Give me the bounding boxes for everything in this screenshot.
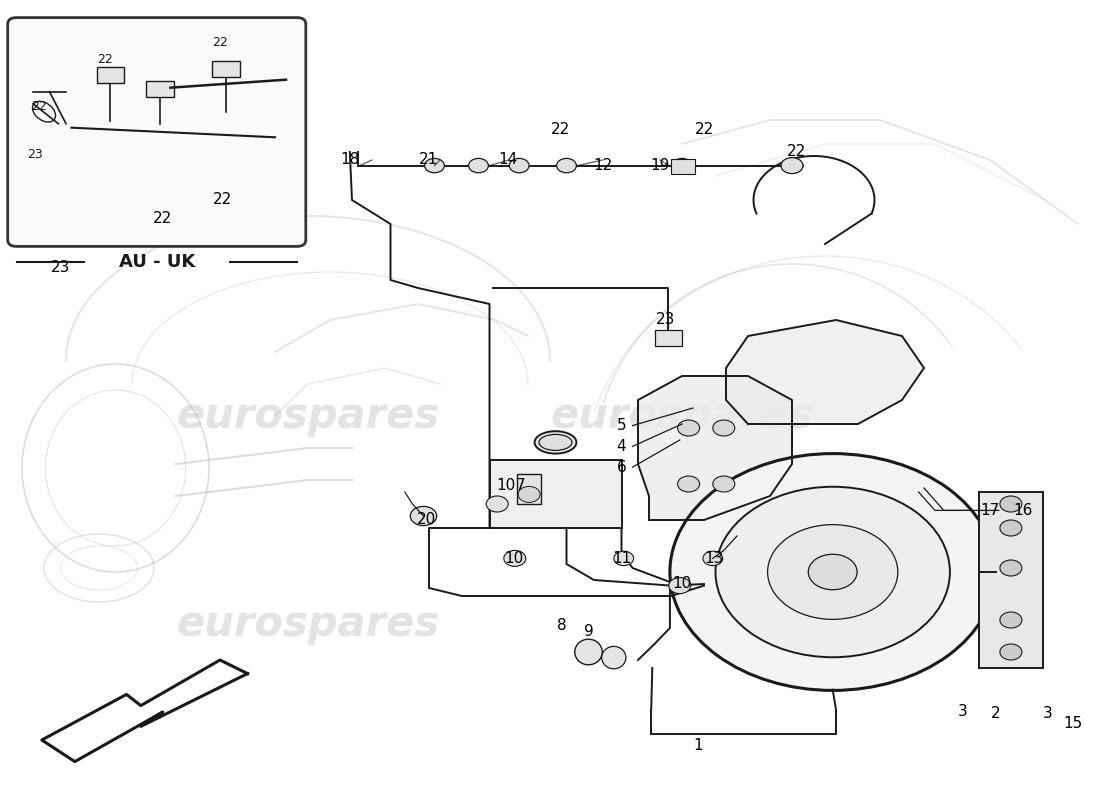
Text: 11: 11 xyxy=(612,551,631,566)
Text: 12: 12 xyxy=(593,158,613,173)
Text: 17: 17 xyxy=(980,503,1000,518)
Polygon shape xyxy=(42,660,248,762)
Text: 13: 13 xyxy=(704,551,724,566)
Bar xyxy=(212,62,240,78)
Text: 22: 22 xyxy=(786,145,806,159)
Circle shape xyxy=(1000,612,1022,628)
Text: 7: 7 xyxy=(516,478,525,493)
Circle shape xyxy=(669,578,691,594)
Text: 6: 6 xyxy=(617,460,626,474)
Circle shape xyxy=(518,486,540,502)
Bar xyxy=(97,67,124,83)
Circle shape xyxy=(1000,520,1022,536)
Circle shape xyxy=(425,158,444,173)
Polygon shape xyxy=(726,320,924,424)
Bar xyxy=(517,474,541,504)
Ellipse shape xyxy=(602,646,626,669)
Ellipse shape xyxy=(535,431,576,454)
Text: 23: 23 xyxy=(51,261,70,275)
Circle shape xyxy=(469,158,488,173)
Text: 21: 21 xyxy=(419,153,439,167)
Text: 23: 23 xyxy=(656,313,675,327)
Ellipse shape xyxy=(574,639,603,665)
Circle shape xyxy=(557,158,576,173)
Text: 4: 4 xyxy=(617,439,626,454)
Circle shape xyxy=(1000,496,1022,512)
Text: 2: 2 xyxy=(991,706,1000,721)
Text: 16: 16 xyxy=(1013,503,1033,518)
Text: 23: 23 xyxy=(28,148,43,161)
Text: 22: 22 xyxy=(97,53,112,66)
Text: eurospares: eurospares xyxy=(550,395,814,437)
Text: 3: 3 xyxy=(1043,706,1052,721)
Circle shape xyxy=(1000,560,1022,576)
Circle shape xyxy=(410,506,437,526)
Text: 18: 18 xyxy=(340,153,360,167)
Circle shape xyxy=(614,551,634,566)
Text: 22: 22 xyxy=(31,100,46,114)
Bar xyxy=(490,460,622,528)
Bar xyxy=(654,330,682,346)
Circle shape xyxy=(670,454,996,690)
Circle shape xyxy=(672,158,692,173)
Circle shape xyxy=(713,420,735,436)
Text: 22: 22 xyxy=(212,35,228,49)
Text: 22: 22 xyxy=(153,211,173,226)
Text: 10: 10 xyxy=(672,577,692,591)
Text: 10: 10 xyxy=(496,478,516,493)
Circle shape xyxy=(486,496,508,512)
Bar xyxy=(671,159,695,174)
Polygon shape xyxy=(638,376,792,520)
Text: 20: 20 xyxy=(417,513,437,527)
Circle shape xyxy=(703,551,723,566)
FancyBboxPatch shape xyxy=(8,18,306,246)
Circle shape xyxy=(781,158,803,174)
Circle shape xyxy=(509,158,529,173)
Text: 15: 15 xyxy=(1063,717,1082,731)
Text: 22: 22 xyxy=(551,122,571,137)
Circle shape xyxy=(808,554,857,590)
Circle shape xyxy=(678,476,700,492)
Text: 19: 19 xyxy=(650,158,670,173)
Circle shape xyxy=(713,476,735,492)
Text: eurospares: eurospares xyxy=(176,603,440,645)
Text: 14: 14 xyxy=(498,153,518,167)
Text: 22: 22 xyxy=(694,122,714,137)
Text: 3: 3 xyxy=(958,705,967,719)
Text: 9: 9 xyxy=(584,625,593,639)
Circle shape xyxy=(504,550,526,566)
Text: 5: 5 xyxy=(617,418,626,433)
Text: 22: 22 xyxy=(212,193,232,207)
Bar xyxy=(979,492,1043,668)
Text: AU - UK: AU - UK xyxy=(119,254,195,271)
Text: 1: 1 xyxy=(694,738,703,753)
Text: 8: 8 xyxy=(558,618,566,633)
Text: eurospares: eurospares xyxy=(176,395,440,437)
Circle shape xyxy=(678,420,700,436)
Circle shape xyxy=(768,525,898,619)
Circle shape xyxy=(1000,644,1022,660)
Bar xyxy=(146,82,174,98)
Text: 10: 10 xyxy=(504,551,524,566)
Ellipse shape xyxy=(539,434,572,450)
Circle shape xyxy=(715,486,950,658)
